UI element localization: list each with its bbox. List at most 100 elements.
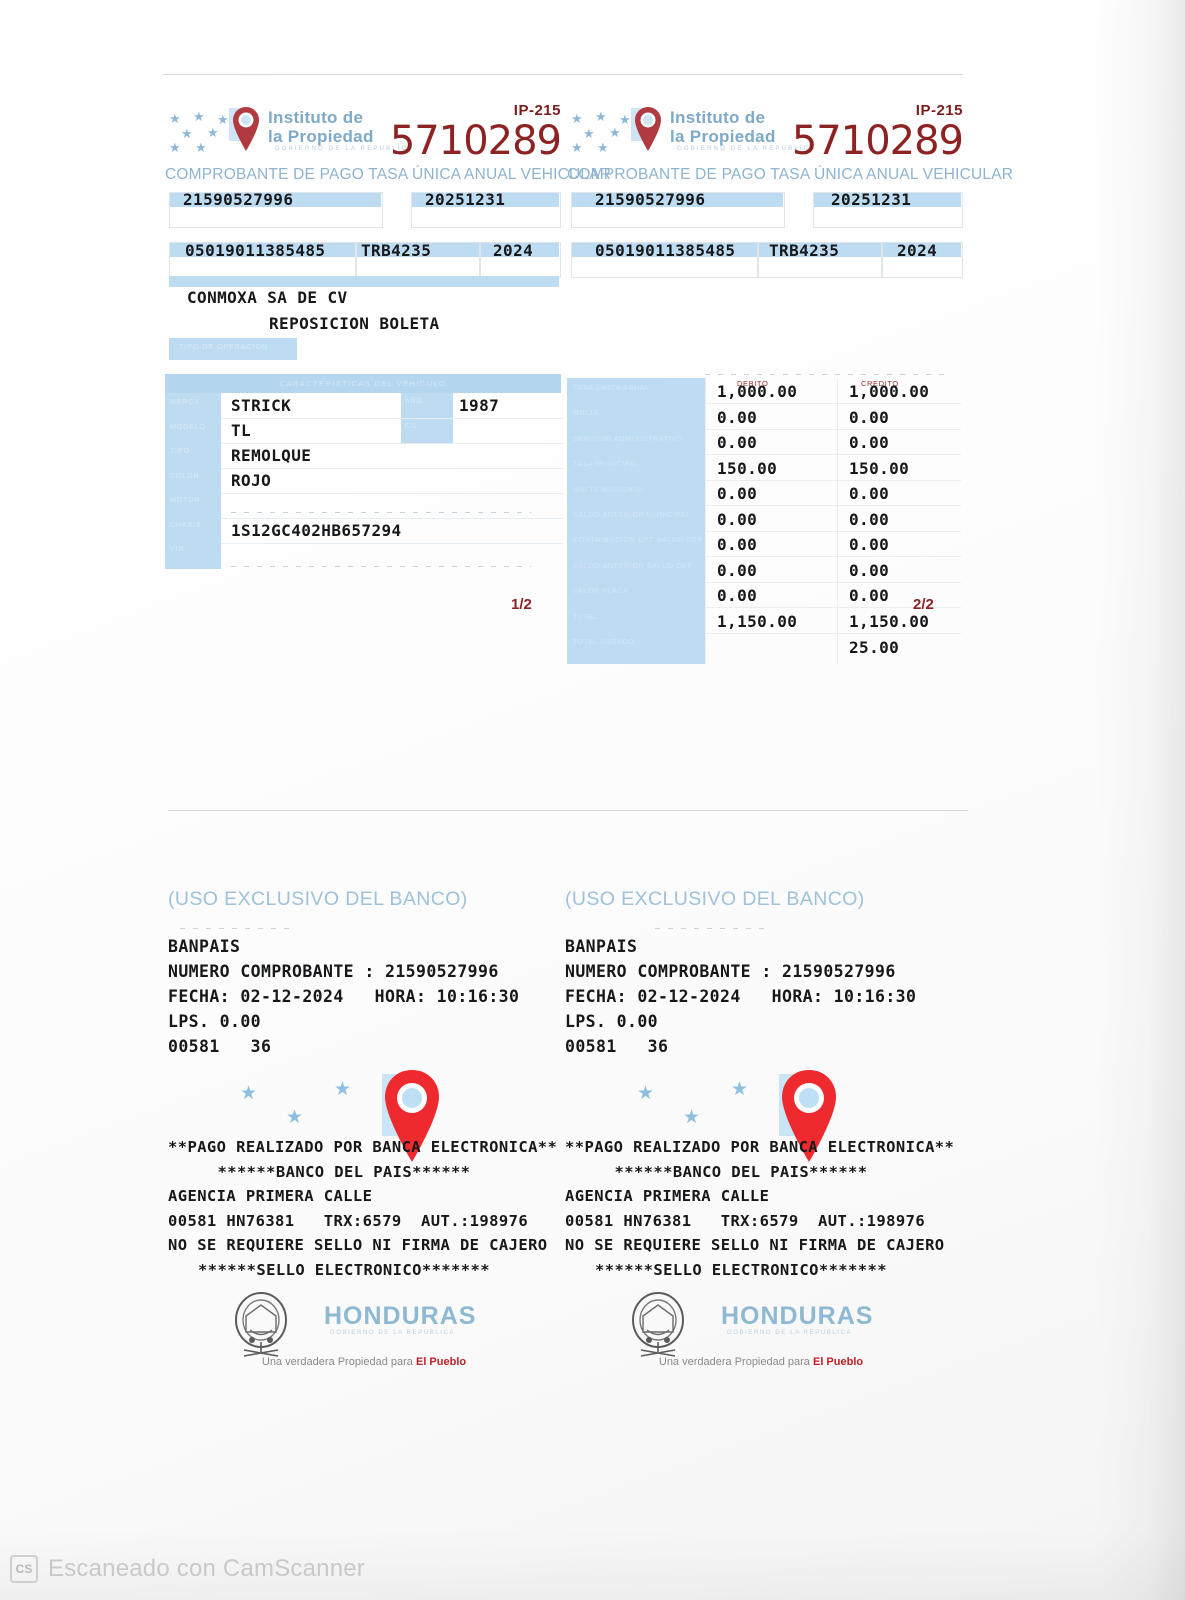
bank-line-4-2: 00581 36 [565, 1037, 669, 1056]
char-value-chasis: 1S12GC402HB657294 [231, 521, 402, 540]
honduras-subtitle-2: GOBIERNO DE LA REPUBLICA [727, 1330, 853, 1336]
bank-stamp-lines: **PAGO REALIZADO POR BANCA ELECTRONICA**… [168, 1135, 578, 1282]
tagline-2: Una verdadera Propiedad para El Pueblo [581, 1356, 941, 1368]
location-pin-icon-2 [631, 106, 665, 152]
char-label-color: COLOR [170, 472, 200, 480]
tagline-brand-2: El Pueblo [812, 1356, 864, 1368]
field-band-vence [411, 192, 559, 207]
coat-of-arms-icon [228, 1290, 294, 1369]
amount-label-10: TOTAL PAGADO [573, 638, 635, 646]
honduras-wordmark: HONDURAS [324, 1302, 477, 1330]
logo-line-1-2: Instituto de [670, 108, 766, 127]
bank-area: (USO EXCLUSIVO DEL BANCO) BANPAIS NUMERO… [0, 800, 1185, 1440]
bank-stamp-1-2: ******BANCO DEL PAIS****** [614, 1162, 868, 1181]
field-band-rtn-2 [571, 242, 961, 257]
page-mark-right: 2/2 [913, 596, 934, 613]
logo-subtitle: GOBIERNO DE LA REPUBLICA [275, 146, 415, 152]
char-midband-cil: CIL [401, 418, 453, 443]
field-band-comprobante [169, 192, 381, 207]
honduras-wordmark-2: HONDURAS [721, 1302, 874, 1330]
bank-stamp-lines-2: **PAGO REALIZADO POR BANCA ELECTRONICA**… [565, 1135, 975, 1282]
bank-line-0-2: BANPAIS [565, 937, 638, 956]
amounts-col-credito: CREDITO [861, 379, 899, 388]
camscanner-footer: CS Escaneado con CamScanner [0, 1538, 1185, 1600]
bank-title: (USO EXCLUSIVO DEL BANCO) [168, 888, 468, 910]
logo-wordmark: Instituto de la Propiedad [268, 109, 374, 145]
char-label-chasis: CHASIS [170, 521, 202, 529]
amounts-label-column: TASA UNICA ANUAL MULTA SERVICIO ADMINIST… [567, 378, 705, 664]
amount-credito-6: 0.00 [849, 535, 890, 554]
char-value-anio: 1987 [459, 396, 500, 415]
field-anio: 2024 [493, 241, 534, 260]
amount-debito-2: 0.00 [717, 433, 758, 452]
amount-credito-2: 0.00 [849, 433, 890, 452]
cut-line-bottom [168, 810, 968, 811]
bank-stamp-3-2: 00581 HN76381 TRX:6579 AUT.:198976 [565, 1211, 926, 1230]
characteristics-label-column: MARCA MODELO TIPO COLOR MOTOR CHASIS VIN [165, 393, 221, 569]
amount-credito-1: 0.00 [849, 408, 890, 427]
bank-line-1-2: NUMERO COMPROBANTE : 21590527996 [565, 962, 896, 981]
stars-icon-2: ★ ★ ★ ★ ★ ★ ★ [571, 109, 631, 155]
tagline-brand: El Pueblo [415, 1356, 467, 1368]
star-icon-wm-3: ★ [286, 1107, 304, 1128]
star-icon-wm-1: ★ [240, 1083, 258, 1104]
char-label-anio: AÑO [405, 398, 423, 405]
amount-label-8: VALOR PLACA [573, 588, 629, 596]
field-box-comprobante-2 [571, 192, 785, 228]
amount-debito-1: 0.00 [717, 408, 758, 427]
bank-line-2-2: FECHA: 02-12-2024 HORA: 10:16:30 [565, 987, 917, 1006]
star-icon-wm-3-2: ★ [683, 1107, 701, 1128]
amount-credito-4: 0.00 [849, 484, 890, 503]
stars-icon: ★ ★ ★ ★ ★ ★ ★ [169, 109, 229, 155]
bank-detail-lines: BANPAIS NUMERO COMPROBANTE : 21590527996… [168, 934, 519, 1059]
honduras-footer: HONDURAS GOBIERNO DE LA REPUBLICA [206, 1290, 536, 1370]
bank-title-2: (USO EXCLUSIVO DEL BANCO) [565, 888, 865, 910]
amount-debito-0: 1,000.00 [717, 382, 798, 401]
vehicle-characteristics-table: CARACTERISTICAS DEL VEHICULO MARCA MODEL… [163, 374, 563, 569]
char-label-tipo: TIPO [170, 448, 190, 455]
voucher-copy-2: ★ ★ ★ ★ ★ ★ ★ Instituto de la Propiedad GOB… [565, 96, 1014, 664]
voucher-copy-1: ★ ★ ★ ★ ★ ★ ★ Instituto de la Propiedad GOB… [163, 96, 612, 613]
field-box-comprobante [169, 192, 383, 228]
amount-credito-8: 0.00 [849, 586, 890, 605]
amount-label-5: SALDO ANTERIOR MUNICIPAL [573, 511, 691, 519]
bank-stamp-5-2: ******SELLO ELECTRONICO******* [595, 1260, 887, 1279]
characteristics-header: CARACTERISTICAS DEL VEHICULO [165, 374, 561, 393]
folio-number: 5710289 [389, 118, 562, 164]
voucher-header: ★ ★ ★ ★ ★ ★ ★ Instituto de la Propiedad GOB… [163, 96, 563, 164]
location-pin-icon-watermark [376, 1068, 448, 1169]
logo-subtitle-2: GOBIERNO DE LA REPUBLICA [677, 146, 817, 152]
field-propietario: CONMOXA SA DE CV [187, 288, 348, 307]
amount-label-9: TOTAL [573, 613, 599, 621]
amount-debito-5: 0.00 [717, 510, 758, 529]
field-band-rtn [169, 242, 559, 257]
folio-number-2: 5710289 [791, 118, 964, 164]
bank-stamp-1: ******BANCO DEL PAIS****** [217, 1162, 471, 1181]
logo-wordmark-2: Instituto de la Propiedad [670, 109, 776, 145]
bank-stamp-4: NO SE REQUIERE SELLO NI FIRMA DE CAJERO [168, 1236, 548, 1254]
bank-stamp-2: AGENCIA PRIMERA CALLE [168, 1187, 373, 1205]
bank-line-0: BANPAIS [168, 937, 241, 956]
amounts-col-debito: DEBITO [737, 379, 769, 388]
tagline-prefix: Una verdadera Propiedad para [261, 1356, 416, 1368]
amount-label-7: SALDO ANTERIOR SALUD DEP [573, 562, 693, 570]
amount-credito-0: 1,000.00 [849, 382, 930, 401]
field-label-observacion: TIPO DE OPERACION [179, 344, 268, 351]
bank-line-1: NUMERO COMPROBANTE : 21590527996 [168, 962, 499, 981]
char-midband-anio: AÑO [401, 393, 453, 418]
amount-label-4: MULTA MUNICIPAL [573, 486, 646, 494]
voucher-header-2: ★ ★ ★ ★ ★ ★ ★ Instituto de la Propiedad GOB… [565, 96, 965, 164]
amounts-table: DEBITO CREDITO TASA UNICA ANUAL MULTA SE… [565, 374, 965, 664]
field-box-anio-2 [881, 242, 963, 278]
voucher-title-2: COMPROBANTE DE PAGO TASA ÚNICA ANUAL VEH… [567, 166, 1014, 183]
bank-line-3-2: LPS. 0.00 [565, 1012, 659, 1031]
honduras-subtitle: GOBIERNO DE LA REPUBLICA [330, 1330, 456, 1336]
field-box-placa-2 [757, 242, 883, 278]
bank-stamp-3: 00581 HN76381 TRX:6579 AUT.:198976 [168, 1211, 529, 1230]
char-value-tipo: REMOLQUE [231, 446, 312, 465]
honduras-footer-2: HONDURAS GOBIERNO DE LA REPUBLICA [603, 1290, 933, 1370]
characteristics-header-label: CARACTERISTICAS DEL VEHICULO [279, 379, 447, 388]
camscanner-badge-icon: CS [10, 1555, 38, 1583]
voucher-title: COMPROBANTE DE PAGO TASA ÚNICA ANUAL VEH… [165, 166, 612, 183]
